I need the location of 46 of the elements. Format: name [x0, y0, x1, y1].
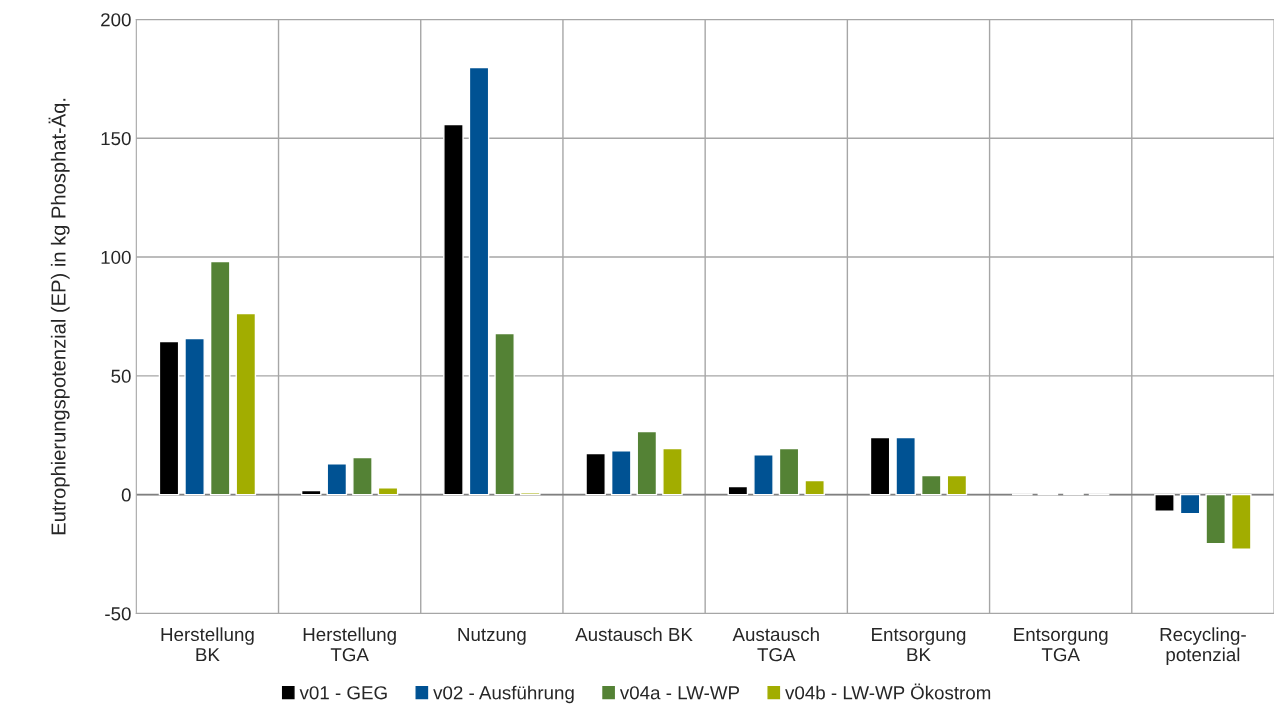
bar [1230, 493, 1252, 550]
bar [869, 436, 891, 496]
bar [753, 454, 774, 496]
bar [468, 66, 490, 496]
bar [585, 452, 606, 496]
bar [946, 474, 968, 496]
legend-label: v02 - Ausführung [433, 685, 574, 704]
legend-label: v04a - LW-WP [619, 686, 740, 700]
x-tick-label: Austausch BK [575, 627, 693, 642]
y-tick-label: 150 [101, 131, 131, 146]
x-tick-label: Herstellung BK [161, 627, 254, 662]
y-axis-title: Eutrophierungspotenzial (EP) in kg Phosphat-Äq. [48, 98, 70, 535]
y-tick-label: 50 [111, 369, 131, 383]
bar [300, 489, 322, 496]
bar [184, 337, 205, 496]
x-tick-label: Entsorgung BK [872, 628, 966, 662]
y-tick-label: 200 [101, 13, 131, 27]
x-tick-label: Recycling- potenzial [1160, 627, 1246, 665]
y-tick-label: 100 [101, 250, 131, 265]
bar [1154, 493, 1175, 512]
bar [494, 332, 515, 496]
bar [235, 312, 257, 496]
bar [895, 436, 916, 496]
bar [209, 260, 231, 496]
bar [778, 447, 800, 496]
y-tick-label: 0 [121, 488, 131, 502]
y-tick-label: -50 [105, 607, 131, 621]
x-tick-label: Entsorgung TGA [1014, 628, 1108, 662]
bar [326, 463, 348, 496]
bar [636, 430, 658, 496]
bar [727, 485, 749, 496]
bar [804, 479, 825, 496]
x-tick-label: Herstellung TGA [303, 627, 396, 662]
legend-label: v01 - GEG [299, 686, 387, 700]
bar [158, 340, 180, 496]
legend-label: v04b - LW-WP Ökostrom [785, 683, 991, 700]
bar [443, 123, 464, 496]
bar [920, 474, 942, 496]
bar [610, 449, 632, 496]
x-tick-label: Austausch TGA [732, 627, 819, 662]
bar [1179, 493, 1201, 515]
bar [662, 447, 683, 496]
bar [1205, 493, 1226, 545]
bar [352, 456, 373, 496]
x-tick-label: Nutzung [458, 628, 526, 645]
bar [377, 487, 399, 496]
